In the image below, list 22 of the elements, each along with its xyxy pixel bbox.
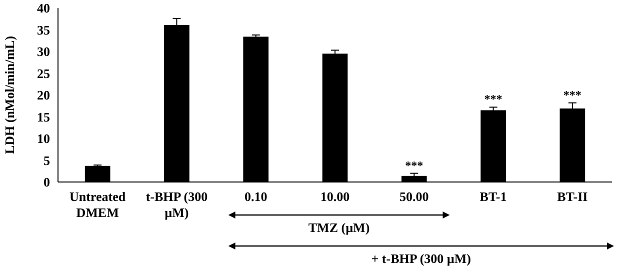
y-axis-title: LDH (nMol/min/mL) [2,36,17,154]
y-tick-label: 20 [37,88,50,103]
y-tick-label: 40 [37,0,50,16]
x-tick-label: t-BHP (300 µM) [146,189,208,220]
annotation: *** [484,92,502,106]
x-tick-label: 10.00 [320,189,350,204]
text: + t-BHP (300 µM) [371,251,472,266]
y-tick-label: 0 [44,174,50,190]
y-tick-label: 30 [37,44,50,60]
text: TMZ (µM) [308,220,370,235]
x-tick-label: 0.10 [244,189,268,204]
annotation: *** [563,88,582,102]
x-tick-label: Untreated DMEM [70,189,126,220]
annotation: *** [405,158,424,172]
x-tick-label: 50.00 [400,189,429,204]
x-tick-label: BT-II [557,189,588,204]
y-tick-label: 5 [44,152,50,168]
y-tick-label: 25 [37,66,50,81]
y-tick-label: 35 [37,22,50,38]
y-tick-label: 10 [37,131,50,146]
y-tick-label: 15 [37,109,50,124]
x-tick-label: BT-1 [480,189,507,204]
